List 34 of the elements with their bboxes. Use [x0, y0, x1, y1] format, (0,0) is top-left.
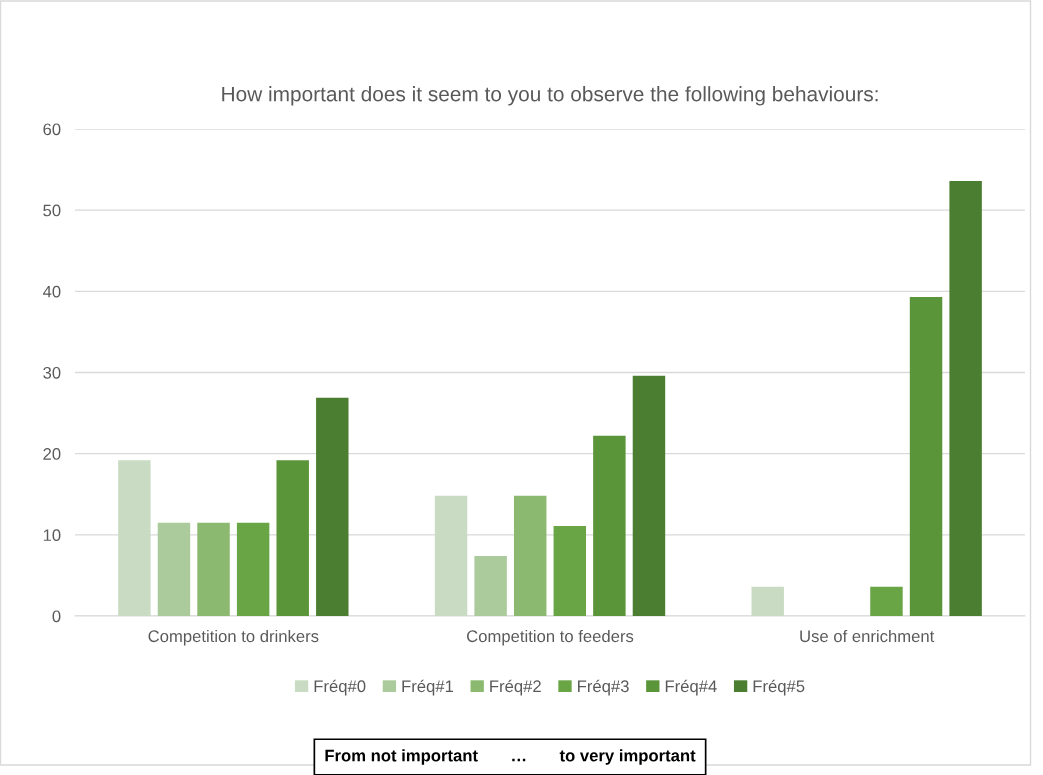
legend-label: Fréq#4 [665, 679, 717, 696]
legend-label: Fréq#0 [314, 679, 366, 696]
legend-label: Fréq#2 [490, 679, 541, 696]
text: From not important … to very important [325, 749, 696, 765]
x-tick-label: Use of enrichment [800, 629, 935, 643]
bar [197, 522, 230, 616]
y-tick-label: 40 [42, 285, 61, 298]
bar [474, 555, 507, 616]
bar [553, 525, 587, 616]
bar [434, 495, 468, 616]
bar [593, 435, 626, 616]
y-tick-label: 10 [43, 529, 61, 542]
x-tick-label: Competition to drinkers [148, 629, 319, 646]
bar [513, 495, 547, 616]
bar [870, 586, 903, 616]
legend-label: Fréq#3 [578, 679, 629, 696]
legend-label: Fréq#5 [753, 679, 805, 696]
bar [316, 397, 349, 616]
x-tick-label: Competition to feeders [467, 629, 634, 646]
bar [118, 460, 151, 616]
bar [276, 460, 309, 616]
bar [236, 522, 270, 616]
bar [949, 180, 982, 616]
bar [751, 586, 784, 616]
y-tick-label: 0 [52, 610, 61, 623]
y-tick-label: 60 [43, 123, 61, 136]
bar [909, 297, 943, 616]
y-tick-label: 30 [43, 366, 61, 379]
legend-label: Fréq#1 [402, 679, 454, 696]
y-tick-label: 20 [43, 448, 61, 460]
bar [632, 375, 666, 616]
chart-title: How important does it seem to you to observe the following behaviours: [222, 86, 878, 106]
y-tick-label: 50 [43, 204, 61, 217]
bar [157, 522, 191, 616]
